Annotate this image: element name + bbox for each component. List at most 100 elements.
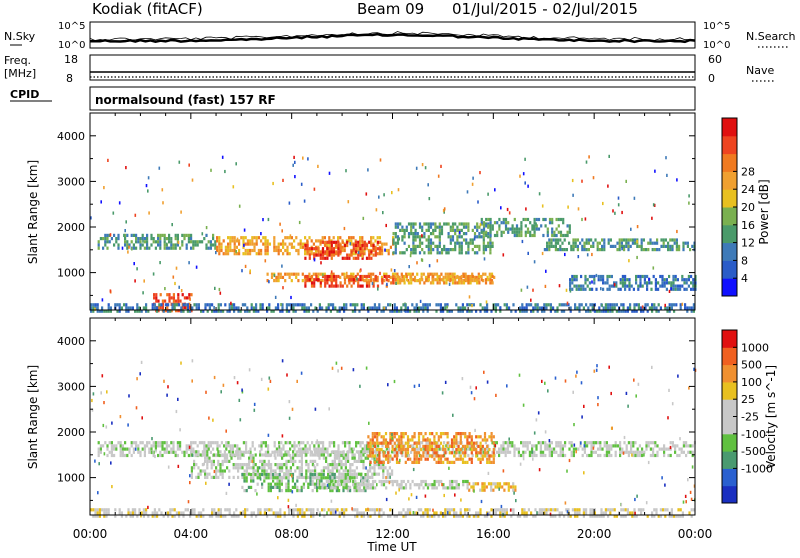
heatmap-cell <box>179 161 181 164</box>
heatmap-cell <box>313 254 315 257</box>
heatmap-cell <box>136 306 138 309</box>
heatmap-cell <box>257 473 259 476</box>
heatmap-cell <box>193 463 195 466</box>
heatmap-cell <box>132 511 134 514</box>
heatmap-cell <box>356 450 358 453</box>
heatmap-cell <box>553 451 555 454</box>
heatmap-cell <box>135 237 137 240</box>
heatmap-cell <box>337 275 339 278</box>
heatmap-cell <box>527 231 529 234</box>
heatmap-cell <box>527 448 529 451</box>
heatmap-cell <box>332 460 334 463</box>
heatmap-cell <box>600 511 602 514</box>
heatmap-cell <box>336 508 338 511</box>
heatmap-cell <box>355 247 357 250</box>
heatmap-cell <box>461 229 463 232</box>
heatmap-cell <box>648 441 650 444</box>
heatmap-cell <box>397 278 399 281</box>
heatmap-cell <box>516 224 518 227</box>
heatmap-cell <box>310 508 312 511</box>
heatmap-cell <box>139 240 141 243</box>
heatmap-cell <box>222 156 224 159</box>
heatmap-cell <box>464 461 466 464</box>
heatmap-cell <box>209 306 211 309</box>
heatmap-cell <box>321 483 323 486</box>
heatmap-cell <box>507 448 509 451</box>
heatmap-cell <box>268 508 270 511</box>
heatmap-cell <box>686 278 688 281</box>
heatmap-cell <box>342 285 344 288</box>
heatmap-cell <box>685 242 687 245</box>
heatmap-cell <box>548 248 550 251</box>
heatmap-cell <box>650 448 652 451</box>
heatmap-cell <box>445 248 447 251</box>
heatmap-cell <box>351 473 353 476</box>
heatmap-cell <box>341 273 343 276</box>
heatmap-cell <box>186 296 188 299</box>
heatmap-cell <box>603 245 605 248</box>
heatmap-cell <box>499 482 501 485</box>
heatmap-cell <box>137 444 139 447</box>
heatmap-cell <box>348 281 350 284</box>
heatmap-cell <box>538 411 540 414</box>
heatmap-cell <box>628 454 630 457</box>
heatmap-cell <box>360 476 362 479</box>
heatmap-cell <box>618 197 620 200</box>
heatmap-cell <box>655 511 657 514</box>
heatmap-cell <box>359 270 361 273</box>
heatmap-cell <box>331 257 333 260</box>
heatmap-cell <box>193 460 195 463</box>
heatmap-cell <box>357 483 359 486</box>
heatmap-cell <box>541 508 543 511</box>
heatmap-cell <box>323 453 325 456</box>
heatmap-cell <box>395 251 397 254</box>
heatmap-cell <box>670 446 672 449</box>
heatmap-cell <box>327 484 329 487</box>
heatmap-cell <box>634 197 636 200</box>
heatmap-cell <box>373 244 375 247</box>
heatmap-cell <box>687 242 689 245</box>
heatmap-cell <box>227 236 229 239</box>
heatmap-cell <box>314 486 316 489</box>
heatmap-cell <box>629 303 631 306</box>
heatmap-cell <box>634 242 636 245</box>
heatmap-cell <box>431 448 433 451</box>
heatmap-cell <box>320 254 322 257</box>
heatmap-cell <box>618 203 620 206</box>
heatmap-cell <box>449 480 451 483</box>
heatmap-cell <box>181 451 183 454</box>
heatmap-cell <box>611 285 613 288</box>
heatmap-cell <box>326 250 328 253</box>
heatmap-cell <box>248 473 250 476</box>
heatmap-cell <box>353 247 355 250</box>
heatmap-cell <box>513 444 515 447</box>
heatmap-cell <box>452 275 454 278</box>
heatmap-cell <box>529 454 531 457</box>
heatmap-cell <box>268 388 270 391</box>
heatmap-cell <box>289 273 291 276</box>
heatmap-cell <box>433 458 435 461</box>
heatmap-cell <box>645 448 647 451</box>
heatmap-cell <box>305 476 307 479</box>
heatmap-cell <box>124 454 126 457</box>
heatmap-cell <box>589 288 591 291</box>
heatmap-cell <box>246 489 248 492</box>
heatmap-cell <box>315 275 317 278</box>
heatmap-cell <box>340 460 342 463</box>
heatmap-cell <box>243 476 245 479</box>
heatmap-cell <box>407 511 409 514</box>
heatmap-cell <box>368 275 370 278</box>
heatmap-cell <box>380 158 382 161</box>
heatmap-cell <box>235 463 237 466</box>
heatmap-cell <box>381 448 383 451</box>
heatmap-cell <box>448 275 450 278</box>
heatmap-cell <box>520 234 522 237</box>
heatmap-cell <box>606 451 608 454</box>
heatmap-cell <box>450 235 452 238</box>
heatmap-cell <box>569 285 571 288</box>
heatmap-cell <box>313 281 315 284</box>
heatmap-cell <box>378 454 380 457</box>
heatmap-cell <box>455 303 457 306</box>
heatmap-cell <box>320 241 322 244</box>
heatmap-cell <box>345 306 347 309</box>
